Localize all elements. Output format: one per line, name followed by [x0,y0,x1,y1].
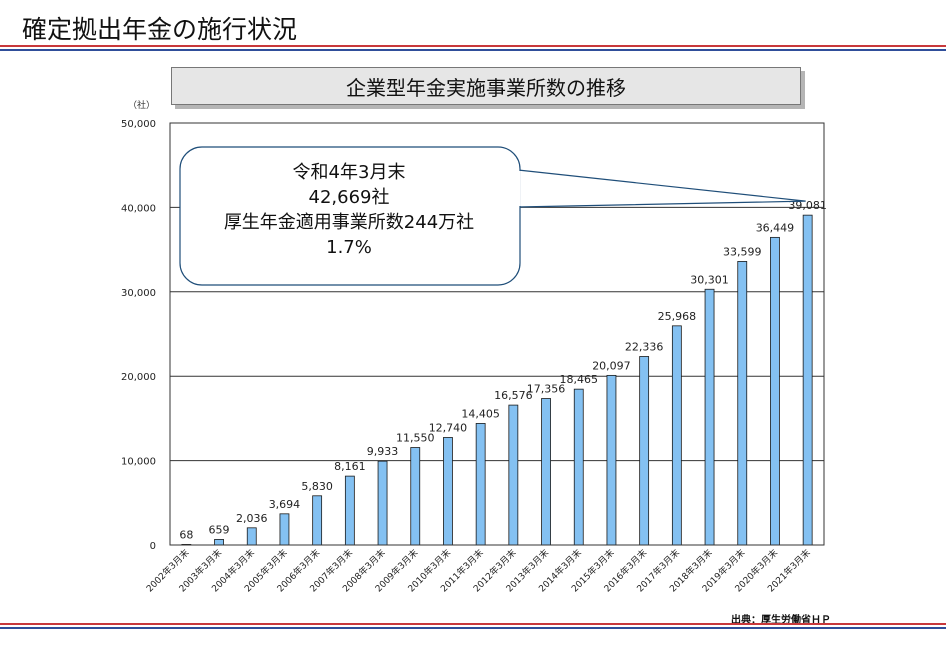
bar [802,214,813,546]
data-label: 12,740 [429,421,468,434]
data-label: 39,081 [788,199,827,212]
data-label: 22,336 [625,340,664,353]
source-note: 出典：厚生労働省ＨＰ [731,615,831,626]
data-label: 36,449 [756,221,795,234]
data-label: 9,933 [367,445,399,458]
y-tick-label: 50,000 [121,119,156,130]
callout-text: 令和4年3月末 42,669社 厚生年金適用事業所数244万社 1.7% [180,160,518,260]
data-label: 2,036 [236,512,268,525]
data-label: 8,161 [334,460,366,473]
data-label: 18,465 [560,373,599,386]
title-divider-blue [0,49,946,51]
data-label: 33,599 [723,245,762,258]
callout-pointer [517,169,806,208]
bar [246,527,257,546]
y-axis-unit-label: （社） [128,99,155,111]
bar [770,236,780,546]
bar [606,374,617,546]
footer-divider-blue [0,627,946,629]
bar [443,437,453,546]
callout-line-count: 42,669社 [308,187,390,208]
footer-divider-red [0,623,946,625]
bar [377,460,388,546]
bar [704,288,715,546]
data-label: 14,405 [461,407,500,420]
callout-line-date: 令和4年3月末 [292,162,406,183]
y-tick-label: 40,000 [121,203,156,214]
data-label: 16,576 [494,389,533,402]
bar [410,447,421,546]
data-label: 5,830 [301,480,333,493]
data-label: 659 [209,523,230,536]
callout-line-ratio: 1.7% [326,237,372,258]
bar [573,388,584,546]
bar [312,495,323,546]
callout-bubble [179,146,521,286]
bar [475,423,486,546]
data-label: 25,968 [658,310,697,323]
bar [508,404,519,546]
data-label: 68 [179,528,193,541]
bar [279,513,290,546]
data-label: 3,694 [269,498,301,511]
bar [214,539,224,546]
y-tick-label: 30,000 [121,288,156,299]
plot-frame [169,122,825,546]
data-label: 30,301 [690,273,729,286]
data-label: 11,550 [396,432,435,445]
y-tick-label: 20,000 [121,372,156,383]
chart-title: 企業型年金実施事業所数の推移 [171,67,801,105]
callout-line-total: 厚生年金適用事業所数244万社 [223,212,475,233]
bar [344,475,355,546]
data-label: 20,097 [592,359,631,372]
title-divider-red [0,45,946,47]
y-tick-label: 10,000 [121,457,156,468]
bar [639,356,650,546]
bar [671,325,682,546]
data-label: 17,356 [527,383,566,396]
bar [541,398,551,546]
y-tick-label: 0 [150,541,156,552]
bar [737,261,748,546]
page-title: 確定拠出年金の施行状況 [22,15,298,44]
